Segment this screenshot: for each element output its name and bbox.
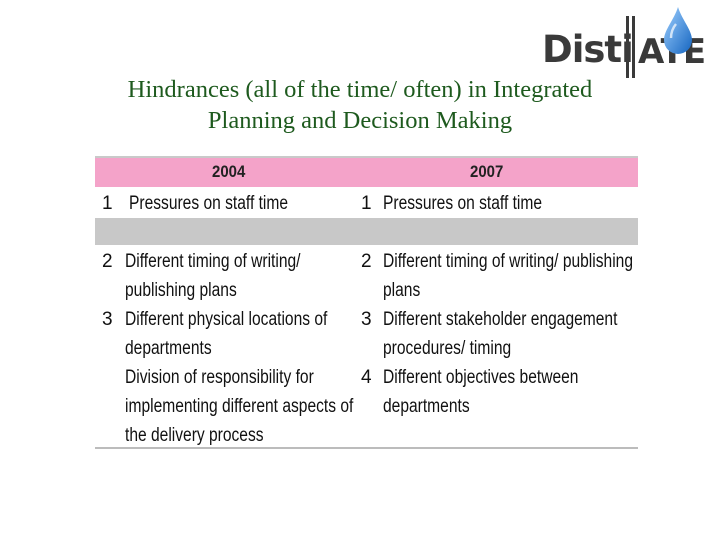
row-2004-4-text-line2: implementing different aspects of: [125, 396, 354, 417]
header-2004: 2004: [212, 162, 246, 181]
distillate-logo: Disti ATE: [540, 6, 710, 82]
row-2007-3-text-line2: procedures/ timing: [383, 338, 512, 359]
row-2004-4-text-line3: the delivery process: [125, 425, 264, 446]
row-2007-3-number: 3: [361, 309, 372, 330]
row-2004-1-text: Pressures on staff time: [129, 193, 289, 214]
table-bottom-border: [95, 447, 638, 449]
row-2007-2-number: 2: [361, 251, 372, 272]
row-2007-4-number: 4: [361, 367, 372, 388]
row-2007-1-number: 1: [361, 193, 372, 214]
row-2007-4-text-line1: Different objectives between: [383, 367, 579, 388]
row-2004-1-number: 1: [102, 193, 113, 214]
header-2007: 2007: [470, 162, 504, 181]
title-line-2: Planning and Decision Making: [207, 107, 513, 134]
row-2004-2-text-line2: publishing plans: [125, 280, 237, 301]
title-line-1: Hindrances (all of the time/ often) in I…: [127, 76, 593, 103]
row-2007-2-text-line1: Different timing of writing/ publishing: [383, 251, 633, 272]
water-drop-icon: [664, 7, 692, 54]
row-2004-2-text-line1: Different timing of writing/: [125, 251, 301, 272]
row-2007-2-text-line2: plans: [383, 280, 421, 301]
hindrances-table: 2004 2007 1 Pressures on staff time 2 Di…: [95, 156, 638, 449]
logo-text-left: Disti: [542, 28, 634, 71]
logo-bars: [626, 16, 636, 78]
row-2004-4-text-line1: Division of responsibility for: [125, 367, 314, 388]
row-2004-2-number: 2: [102, 251, 113, 272]
row-2007-4-text-line2: departments: [383, 396, 470, 417]
row-2004-3-text-line1: Different physical locations of: [125, 309, 328, 330]
table-top-border: [95, 156, 638, 158]
row-2007-3-text-line1: Different stakeholder engagement: [383, 309, 618, 330]
table-header-row: [95, 156, 638, 187]
slide-title: Hindrances (all of the time/ often) in I…: [60, 74, 660, 136]
row-2004-3-text-line2: departments: [125, 338, 212, 359]
row-2007-1-text: Pressures on staff time: [383, 193, 543, 214]
table-separator-row: [95, 218, 638, 245]
row-2004-3-number: 3: [102, 309, 113, 330]
